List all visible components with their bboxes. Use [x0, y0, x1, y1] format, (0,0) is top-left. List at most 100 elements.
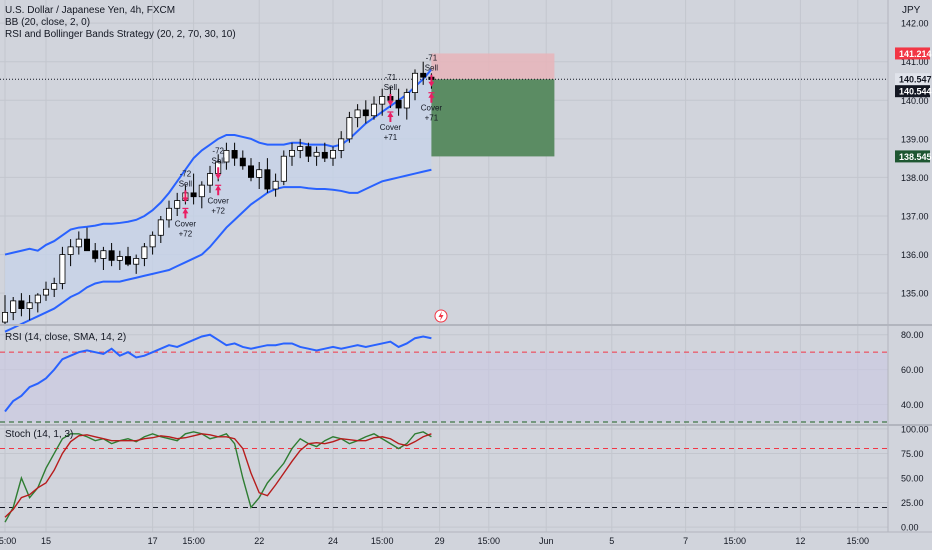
candle-up — [51, 283, 58, 290]
time-tick-label: 22 — [254, 536, 264, 546]
price-tick-label: 141.00 — [901, 57, 929, 67]
time-tick-label: 15:00 — [847, 536, 870, 546]
candle-up — [26, 302, 33, 309]
price-tag-red — [895, 47, 930, 60]
sell-qty: -72 — [180, 169, 192, 178]
price-tick-label: 135.00 — [901, 289, 929, 299]
candle-up — [346, 117, 353, 140]
candle-down — [420, 72, 427, 78]
stoch-tick-label: 100.00 — [901, 424, 929, 434]
candle-up — [43, 288, 50, 296]
rsi-pane — [0, 333, 888, 423]
take-profit-zone — [431, 79, 555, 157]
stoch-indicator-label[interactable]: Stoch (14, 1, 3) — [5, 429, 73, 440]
time-axis[interactable]: 15:00 15 17 15:00 22 24 15:00 29 15:00 Jun 5 7 15:00… — [0, 536, 869, 546]
price-tag-green — [895, 150, 930, 163]
candle-up — [141, 246, 148, 259]
stoch-k-line — [4, 431, 432, 523]
candle-up — [10, 300, 17, 313]
price-tag-light — [895, 73, 930, 86]
candlesticks — [2, 61, 435, 324]
candle-up — [34, 294, 41, 304]
sell-label: Sell — [384, 83, 398, 92]
price-tag-label: 138.545 — [899, 152, 932, 162]
stoch-tick-label: 0.00 — [901, 523, 919, 533]
cover-arrow-icon — [387, 112, 394, 122]
pane-separator — [0, 424, 932, 426]
stoch-d-line — [4, 433, 432, 518]
rsi-tick-label: 80.00 — [901, 330, 924, 340]
sell-qty: -71 — [426, 54, 438, 63]
sell-qty: -72 — [212, 146, 224, 155]
candle-down — [321, 151, 328, 159]
candle-up — [354, 109, 361, 119]
pane-separators[interactable] — [0, 0, 932, 533]
lightning-icon[interactable] — [434, 309, 448, 323]
currency-label: JPY — [902, 5, 921, 16]
price-tick-label: 138.00 — [901, 173, 929, 183]
candle-up — [288, 150, 295, 157]
time-tick-label: 15:00 — [371, 536, 394, 546]
candle-up — [206, 173, 213, 186]
candle-up — [133, 258, 140, 265]
time-tick-label: 15:00 — [478, 536, 501, 546]
stoch-tick-label: 75.00 — [901, 449, 924, 459]
price-tick-label: 136.00 — [901, 250, 929, 260]
rsi-indicator-label[interactable]: RSI (14, close, SMA, 14, 2) — [5, 332, 126, 343]
cover-qty: +72 — [179, 229, 193, 238]
time-tick-label: 17 — [148, 536, 158, 546]
cover-label: Cover — [421, 104, 443, 113]
time-tick-label: 24 — [328, 536, 338, 546]
candle-up — [223, 150, 230, 163]
time-tick-label: 15 — [41, 536, 51, 546]
symbol-title[interactable]: U.S. Dollar / Japanese Yen, 4h, FXCM — [5, 5, 175, 16]
candle-up — [379, 96, 386, 105]
candle-up — [256, 169, 263, 178]
short-position-tool[interactable] — [0, 53, 888, 157]
cover-arrow-icon — [182, 208, 189, 219]
cover-qty: +71 — [425, 114, 439, 123]
time-tick-label: 5 — [609, 536, 614, 546]
cover-label: Cover — [208, 196, 230, 205]
candle-down — [362, 109, 369, 117]
price-tag-label: 140.547 — [899, 75, 932, 85]
candle-down — [264, 169, 271, 190]
bollinger-upper — [4, 68, 433, 256]
cover-arrow-icon — [215, 185, 222, 196]
sell-label: Sell — [212, 156, 226, 165]
candle-down — [125, 256, 132, 265]
pane-separator — [0, 324, 932, 326]
time-tick-label: Jun — [539, 536, 554, 546]
candle-down — [305, 146, 312, 157]
stoch-pane — [0, 431, 888, 523]
rsi-tick-label: 40.00 — [901, 400, 924, 410]
candle-up — [403, 92, 410, 109]
price-tick-label: 139.00 — [901, 134, 929, 144]
candle-up — [297, 146, 304, 151]
price-tick-label: 142.00 — [901, 19, 929, 29]
time-tick-label: 15:00 — [182, 536, 205, 546]
candle-up — [116, 256, 123, 261]
price-tag-dark — [895, 85, 930, 98]
candle-up — [411, 72, 418, 93]
strategy-label[interactable]: RSI and Bollinger Bands Strategy (20, 2,… — [5, 29, 236, 40]
price-tag-label: 140.544 — [899, 87, 932, 97]
sell-label: Sell — [425, 64, 439, 73]
sell-arrow-icon — [387, 94, 394, 106]
candle-up — [370, 103, 377, 117]
candle-up — [280, 155, 287, 182]
candle-down — [92, 250, 99, 259]
candle-down — [84, 238, 91, 252]
candle-down — [239, 157, 246, 167]
sell-label: Sell — [179, 179, 193, 188]
candle-down — [190, 192, 197, 198]
price-axis[interactable]: 135.00 136.00 137.00 138.00 139.00 140.00 141.… — [895, 19, 932, 533]
candle-up — [67, 246, 74, 255]
price-tick-label: 140.00 — [901, 96, 929, 106]
bb-indicator-label[interactable]: BB (20, close, 2, 0) — [5, 17, 90, 28]
candle-down — [108, 250, 115, 261]
sell-arrow-icon — [215, 167, 222, 180]
price-tag-label: 141.214 — [899, 49, 932, 59]
candle-down — [231, 150, 238, 159]
